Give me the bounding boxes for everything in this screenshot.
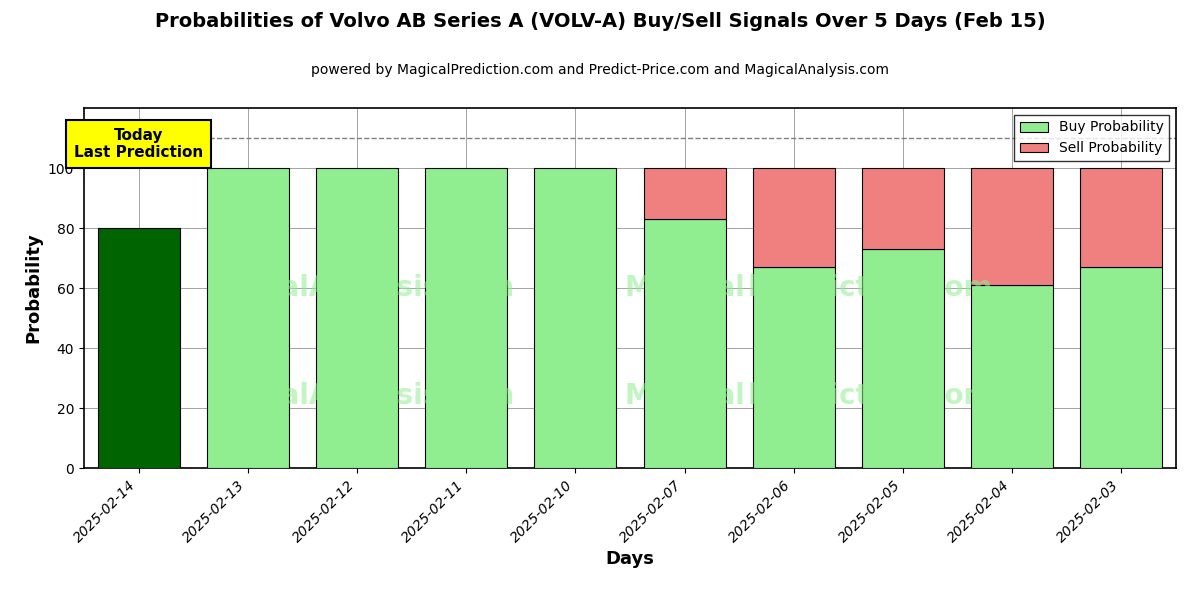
Text: powered by MagicalPrediction.com and Predict-Price.com and MagicalAnalysis.com: powered by MagicalPrediction.com and Pre…: [311, 63, 889, 77]
Bar: [97, 228, 180, 468]
Bar: [971, 285, 1054, 468]
Legend: Buy Probability, Sell Probability: Buy Probability, Sell Probability: [1014, 115, 1169, 161]
Text: Magical: Magical: [624, 382, 745, 410]
Bar: [752, 168, 835, 267]
Bar: [643, 168, 726, 219]
Bar: [643, 219, 726, 468]
Bar: [425, 168, 508, 468]
Y-axis label: Probability: Probability: [24, 233, 42, 343]
Text: calAnalysis.com: calAnalysis.com: [264, 382, 515, 410]
Bar: [971, 168, 1054, 285]
Text: Today
Last Prediction: Today Last Prediction: [74, 128, 203, 160]
Bar: [862, 249, 944, 468]
Text: lPrediction.com: lPrediction.com: [748, 382, 992, 410]
Bar: [752, 267, 835, 468]
Bar: [1080, 168, 1163, 267]
Bar: [862, 168, 944, 249]
Text: calAnalysis.com: calAnalysis.com: [264, 274, 515, 302]
Text: Magical: Magical: [624, 274, 745, 302]
Bar: [206, 168, 289, 468]
Text: Probabilities of Volvo AB Series A (VOLV-A) Buy/Sell Signals Over 5 Days (Feb 15: Probabilities of Volvo AB Series A (VOLV…: [155, 12, 1045, 31]
Bar: [1080, 267, 1163, 468]
X-axis label: Days: Days: [606, 550, 654, 568]
Bar: [316, 168, 398, 468]
Text: lPrediction.com: lPrediction.com: [748, 274, 992, 302]
Bar: [534, 168, 617, 468]
